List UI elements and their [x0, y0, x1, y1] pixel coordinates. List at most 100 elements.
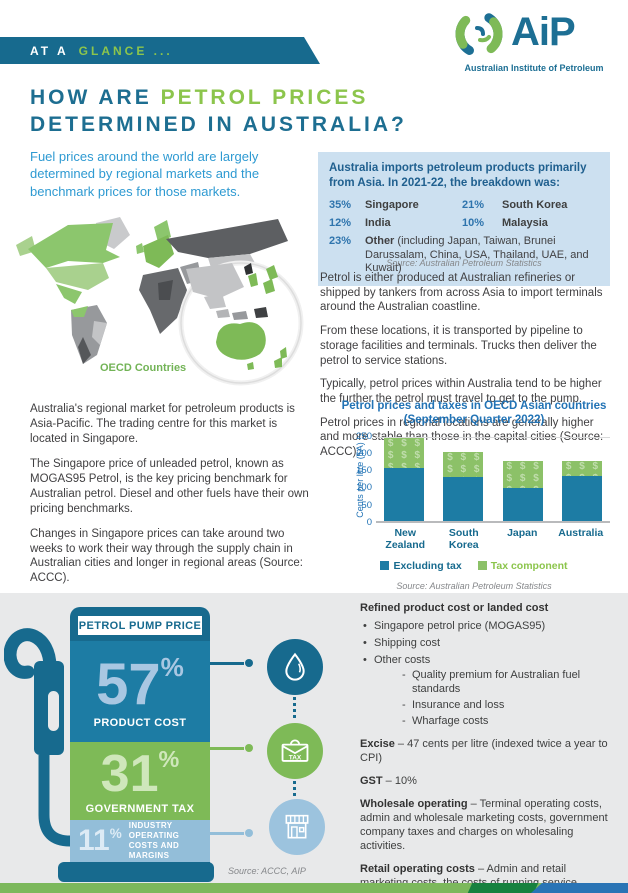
cost-item-1-description: – 10% [382, 774, 417, 787]
cost-item-1: GST – 10% [360, 775, 616, 789]
pump-segment-2-label: INDUSTRY OPERATING COSTS AND MARGINS [128, 821, 180, 860]
bar-3-tax-segment: $ $ $ $ $ $ $ $ $ $ $ $ $ $ $ $ $ $ [561, 460, 602, 476]
landed-sub-bullet-2: Wharfage costs [402, 715, 616, 729]
dollar-pattern: $ $ $ $ $ $ $ $ $ $ $ $ $ $ $ $ $ $ [565, 460, 599, 476]
imports-other-row: 23% Other (including Japan, Taiwan, Brun… [329, 235, 599, 276]
legend-swatch-1 [477, 561, 487, 571]
bar-3: $ $ $ $ $ $ $ $ $ $ $ $ $ $ $ $ $ $ [561, 460, 602, 523]
imports-other-pct: 23% [329, 234, 352, 247]
chart-tick-0: 0 [366, 516, 372, 528]
fuel-drop-circle [267, 639, 323, 695]
left-paragraph-2: Changes in Singapore prices can take aro… [30, 527, 303, 585]
pump-segment-0-label: PRODUCT COST [93, 717, 187, 729]
pump-segment-1: 31% GOVERNMENT TAX [70, 742, 210, 820]
chart-tick-50: 50 [361, 499, 372, 511]
pump-segment-1-label: GOVERNMENT TAX [85, 802, 195, 815]
aip-logo: AiP Australian Institute of Petroleum [445, 6, 623, 76]
connector-line-industry [210, 832, 244, 835]
pump-base [58, 862, 214, 882]
import-country-0: Singapore [365, 198, 419, 211]
title-how-are: HOW ARE [30, 86, 152, 109]
petrol-nozzle-icon [4, 628, 80, 847]
imports-source: Source: Australian Petroleum Statistics [386, 258, 542, 268]
legend-label-0: Excluding tax [393, 559, 462, 572]
title-determined: DETERMINED IN AUSTRALIA? [30, 113, 407, 136]
pump-segment-0-value: 57% [96, 652, 184, 717]
chart-source: Source: Australian Petroleum Statistics [396, 580, 552, 591]
landed-bullet-1: Shipping cost [360, 637, 616, 651]
pump-segment-2: 11% INDUSTRY OPERATING COSTS AND MARGINS [70, 820, 210, 862]
bar-0-excl-segment [384, 467, 424, 523]
chart-category-3: Australia [558, 526, 604, 539]
bar-1: $ $ $ $ $ $ $ $ $ $ $ $ $ $ $ $ $ $ [443, 452, 484, 523]
landed-bullet-2: Other costsQuality premium for Australia… [360, 654, 616, 729]
banner-text-glance: GLANCE ... [78, 43, 173, 58]
imports-other-rest: (including Japan, Taiwan, Brunei Darussa… [365, 234, 589, 275]
title-petrol-prices: PETROL PRICES [160, 86, 369, 109]
landed-bullet-0: Singapore petrol price (MOGAS95) [360, 620, 616, 634]
droplet-icon [285, 652, 305, 681]
legend-item-0: Excluding tax [380, 559, 462, 572]
intro-paragraph: Fuel prices around the world are largely… [30, 149, 260, 199]
bar-0: $ $ $ $ $ $ $ $ $ $ $ $ $ $ $ $ $ $ [384, 438, 424, 523]
footer-bar [0, 883, 628, 893]
right-text-column: Petrol is either produced at Australian … [320, 271, 610, 469]
tax-icon-label: TAX [289, 755, 302, 762]
cost-item-2-description: – Terminal operating costs, admin and wh… [360, 797, 608, 852]
cost-item-3-term: Retail operating costs [360, 862, 475, 875]
pump-segment-2-value: 11% [78, 824, 122, 857]
chart-category-0: New Zealand [385, 526, 426, 551]
pump-segment-0-percent-sign: % [160, 652, 184, 682]
tax-briefcase-icon: TAX [281, 739, 309, 762]
bar-2: $ $ $ $ $ $ $ $ $ $ $ $ $ $ $ $ $ $ [502, 460, 543, 523]
import-country-3: Malaysia [502, 216, 548, 229]
bar-1-excl-segment [443, 477, 484, 523]
cost-item-2-term: Wholesale operating [360, 797, 468, 810]
connector-line-tax [210, 747, 244, 750]
chart-tick-150: 150 [356, 465, 372, 477]
cost-items: Excise – 47 cents per litre (indexed twi… [360, 738, 616, 893]
chart-category-2: Japan [507, 526, 538, 539]
cost-item-0-description: – 47 cents per litre (indexed twice a ye… [360, 737, 608, 764]
imports-other-text: Other (including Japan, Taiwan, Brunei D… [365, 235, 599, 276]
at-a-glance-banner: AT A GLANCE ... [0, 37, 320, 64]
landed-sub-bullet-1: Insurance and loss [402, 699, 616, 713]
cost-details: Refined product cost or landed cost Sing… [360, 602, 616, 893]
storefront-icon [285, 814, 309, 839]
cost-item-1-term: GST [360, 774, 383, 787]
right-paragraph-1: From these locations, it is transported … [320, 325, 597, 367]
connector-dot-tax [245, 744, 253, 752]
cost-item-0-term: Excise [360, 737, 395, 750]
right-paragraph-2: Typically, petrol prices within Australi… [320, 378, 602, 406]
chart-title-line1: Petrol prices and taxes in OECD Asian co… [341, 400, 607, 412]
bar-2-excl-segment [502, 487, 543, 523]
chart-tick-250: 250 [356, 430, 372, 442]
cost-item-0: Excise – 47 cents per litre (indexed twi… [360, 738, 616, 766]
aip-globe-icon [455, 10, 503, 58]
imports-grid: 35% Singapore 21% South Korea 12% India 10% Mal… [329, 199, 599, 229]
chart-title: Petrol prices and taxes in OECD Asian co… [330, 399, 618, 428]
legend-swatch-0 [380, 561, 390, 571]
legend-item-1: Tax component [477, 560, 568, 572]
chart-gridline-top [376, 436, 610, 438]
dotted-connector-1 [293, 697, 296, 721]
bar-3-excl-segment [561, 475, 602, 523]
landed-cost-title: Refined product cost or landed cost [360, 602, 549, 614]
chart-y-axis-label: Cents per litre ($A) [355, 441, 365, 518]
import-country-1: South Korea [502, 198, 568, 211]
landed-sub-bullets: Quality premium for Australian fuel stan… [374, 669, 616, 729]
petrol-prices-chart: Petrol prices and taxes in OECD Asian co… [330, 399, 618, 591]
chart-tick-200: 200 [356, 447, 372, 459]
imports-box-title: Australia imports petroleum products pri… [329, 162, 587, 189]
dollar-pattern: $ $ $ $ $ $ $ $ $ $ $ $ $ $ $ $ $ $ [447, 452, 480, 477]
chart-category-labels: New Zealand South Korea Japan Australia [376, 527, 610, 551]
bar-0-tax-segment: $ $ $ $ $ $ $ $ $ $ $ $ $ $ $ $ $ $ [384, 438, 424, 468]
world-map-graphic [16, 217, 304, 386]
import-pct-2: 12% [329, 216, 352, 229]
oecd-countries-label: OECD Countries [100, 362, 187, 374]
chart-category-1: South Korea [448, 526, 479, 551]
bar-1-tax-segment: $ $ $ $ $ $ $ $ $ $ $ $ $ $ $ $ $ $ [443, 452, 484, 478]
dollar-pattern: $ $ $ $ $ $ $ $ $ $ $ $ $ $ $ $ $ $ [506, 460, 539, 488]
connector-dot-product [245, 659, 253, 667]
